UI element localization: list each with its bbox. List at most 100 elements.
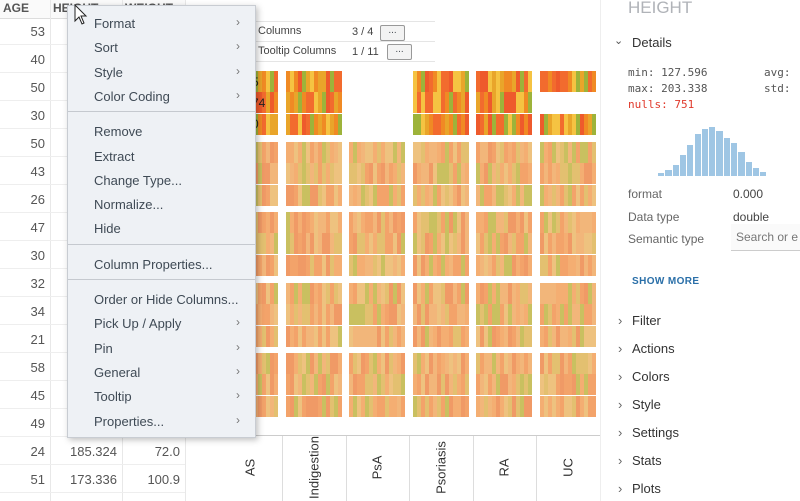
histogram-bar (701, 128, 709, 176)
histogram-bar (745, 161, 752, 176)
table-cell: 40 (30, 52, 45, 67)
section-header[interactable]: › Stats (601, 453, 800, 473)
menu-item[interactable]: Sort › (68, 35, 255, 59)
table-cell: 45 (30, 388, 45, 403)
property-label: Semantic type (628, 232, 705, 246)
menu-item[interactable]: Tooltip › (68, 384, 255, 408)
section-label: Colors (632, 369, 670, 384)
section-label: Style (632, 397, 661, 412)
nulls: nulls: 751 (628, 98, 695, 111)
menu-item-label: General (94, 364, 141, 380)
menu-item[interactable]: Color Coding › (68, 84, 255, 108)
category-divider (472, 436, 474, 501)
section-header[interactable]: › Actions (601, 341, 800, 361)
settings-bar (255, 61, 435, 62)
stat-label: std: (764, 82, 791, 95)
menu-item[interactable]: Hide (68, 216, 255, 240)
table-cell: 21 (30, 332, 45, 347)
search-input[interactable]: Search or e (731, 224, 800, 251)
heatmap-cell (285, 283, 342, 347)
input-placeholder: Search or e (736, 230, 799, 244)
heatmap-cell (540, 142, 596, 206)
stat-label: min: (628, 66, 655, 79)
menu-item[interactable]: Properties... › (68, 409, 255, 433)
setting-button[interactable]: ... (380, 25, 405, 41)
property-label: format (628, 187, 663, 201)
menu-item-label: Color Coding (94, 88, 170, 104)
menu-item[interactable]: Order or Hide Columns... (68, 287, 255, 311)
menu-item-label: Format (94, 16, 136, 31)
stat: avg: (764, 66, 791, 79)
table-cell: 24 (30, 444, 45, 459)
menu-item-label: Column Properties... (94, 256, 213, 272)
category-divider (409, 436, 411, 501)
column-divider (50, 0, 51, 501)
histogram-bar (738, 152, 745, 176)
setting-button[interactable]: ... (387, 44, 412, 60)
heatmap-cell (285, 142, 342, 206)
histogram-bar (760, 172, 767, 176)
histogram-bar (687, 144, 694, 176)
stat-label: avg: (764, 66, 791, 79)
section-label: Stats (632, 453, 662, 468)
menu-item-label: Normalize... (94, 197, 164, 213)
property-label: Data type (628, 209, 680, 224)
table-cell: 49 (30, 416, 45, 431)
table-cell: 34 (30, 304, 45, 319)
category-divider (282, 436, 283, 501)
menu-item-label: Properties... (94, 413, 165, 429)
setting-label: Tooltip Columns (258, 45, 337, 57)
menu-separator (68, 111, 255, 113)
table-cell: 58 (30, 360, 45, 375)
menu-item[interactable]: Column Properties... (68, 252, 255, 276)
menu-item[interactable]: Style › (68, 60, 255, 84)
table-cell: 72.0 (154, 444, 180, 459)
section-header[interactable]: › Filter (601, 313, 800, 333)
category-divider (345, 436, 347, 501)
section-header[interactable]: › Colors (601, 369, 800, 389)
histogram-bar (672, 164, 679, 176)
menu-item[interactable]: General › (68, 360, 255, 384)
heatmap-cell (476, 142, 533, 206)
heatmap-cell (349, 353, 406, 417)
menu-separator (68, 243, 255, 245)
submenu-arrow: › (236, 388, 240, 403)
chevron: ⌄ (614, 35, 624, 47)
submenu-arrow: › (236, 15, 240, 29)
chevron: › (618, 425, 623, 440)
section-header[interactable]: › Settings (601, 425, 800, 445)
property-value: 0.000 (733, 187, 764, 201)
stat: std: (764, 82, 791, 95)
table-cell: 32 (30, 276, 45, 291)
heatmap-cell (349, 283, 406, 347)
table-cell: 43 (30, 164, 45, 179)
menu-item[interactable]: Change Type... (68, 168, 255, 192)
menu-item-label: Hide (94, 221, 121, 237)
menu-separator (68, 279, 255, 280)
submenu-arrow: › (236, 315, 240, 330)
menu-item[interactable]: Extract (68, 144, 255, 168)
row-divider (0, 492, 185, 493)
histogram-bar (658, 173, 665, 176)
category-label: RA (496, 458, 512, 477)
heatmap-cell (476, 212, 533, 276)
table-cell: 47 (30, 220, 45, 235)
menu-item-label: Tooltip (94, 389, 132, 405)
menu-item[interactable]: Remove (68, 119, 255, 143)
menu-item[interactable]: Pin › (68, 336, 255, 360)
histogram-bar (665, 170, 672, 176)
menu-item-label: Order or Hide Columns... (94, 292, 239, 307)
details-header[interactable]: Details (632, 35, 672, 50)
section-header[interactable]: › Style (601, 397, 800, 417)
menu-item[interactable]: Format › (68, 11, 255, 35)
show-more[interactable]: SHOW MORE (632, 276, 700, 287)
heatmap-cell (285, 353, 342, 417)
stat-value: 203.338 (661, 82, 708, 95)
section-header[interactable]: › Plots (601, 481, 800, 501)
category-label: UC (560, 458, 576, 477)
menu-item-label: Change Type... (94, 172, 182, 188)
menu-item-label: Pin (94, 340, 113, 356)
table-cell: 53 (30, 24, 45, 39)
menu-item[interactable]: Pick Up / Apply › (68, 311, 255, 335)
menu-item[interactable]: Normalize... (68, 192, 255, 216)
